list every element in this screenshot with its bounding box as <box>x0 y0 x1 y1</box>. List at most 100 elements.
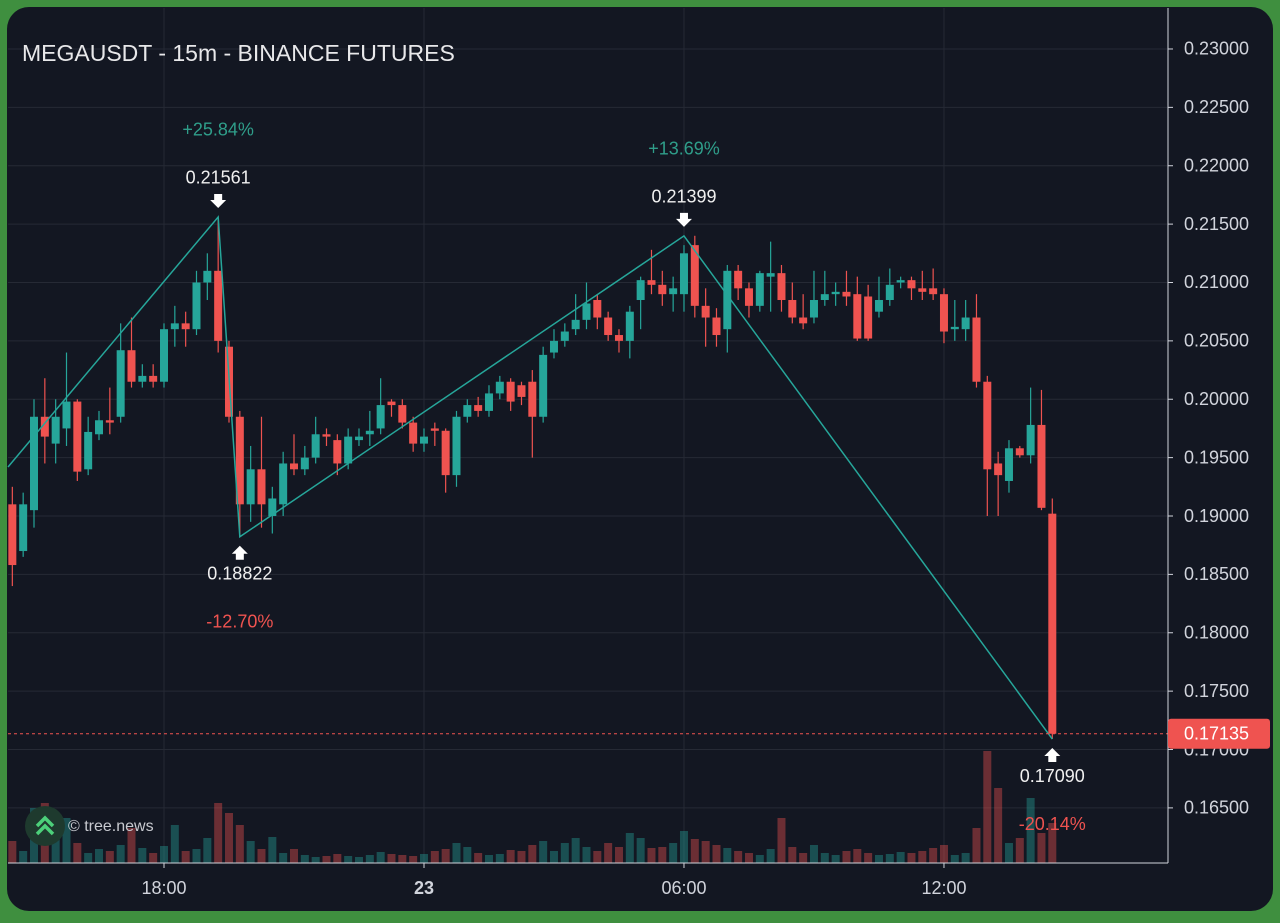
volume-bar <box>279 853 288 863</box>
volume-bar <box>950 855 959 863</box>
volume-bar <box>51 828 60 863</box>
candle-body <box>452 416 461 476</box>
candle-body <box>734 270 743 289</box>
volume-bar <box>1015 838 1024 863</box>
x-tick-label: 18:00 <box>141 878 186 898</box>
axes-layer: 0.165000.170000.175000.180000.185000.190… <box>141 39 1270 898</box>
y-tick-label: 0.20500 <box>1184 331 1249 351</box>
pivot-arrow <box>675 212 692 227</box>
candle-body <box>755 273 764 306</box>
candle-body <box>409 422 418 444</box>
candle-body <box>961 317 970 330</box>
chart-title: MEGAUSDT - 15m - BINANCE FUTURES <box>22 40 455 66</box>
volume-bar <box>203 838 212 863</box>
pivot-arrow <box>1044 748 1061 763</box>
y-tick-label: 0.22500 <box>1184 97 1249 117</box>
candle-body <box>19 504 28 552</box>
candle-body <box>712 317 721 336</box>
volume-bar <box>701 841 710 863</box>
candle-body <box>604 317 613 336</box>
volume-bar <box>929 848 938 863</box>
volume-layer <box>8 751 1057 863</box>
candle-body <box>582 303 591 320</box>
candle-body <box>322 434 331 437</box>
volume-bar <box>246 841 255 863</box>
candle-body <box>181 323 190 330</box>
candle-body <box>885 284 894 301</box>
pivot-arrow <box>210 193 227 208</box>
volume-bar <box>235 825 244 863</box>
candle-body <box>625 311 634 341</box>
candle-body <box>1037 424 1046 508</box>
candle-body <box>257 469 266 505</box>
candle-body <box>127 350 136 382</box>
y-tick-label: 0.21500 <box>1184 214 1249 234</box>
candle-body <box>896 280 905 283</box>
candle-body <box>354 436 363 441</box>
candle-body <box>744 288 753 306</box>
candle-body <box>994 463 1003 476</box>
candle-body <box>853 294 862 339</box>
volume-bar <box>755 855 764 863</box>
volume-bar <box>712 845 721 863</box>
x-tick-label: 12:00 <box>921 878 966 898</box>
candle-body <box>766 273 775 277</box>
volume-bar <box>192 849 201 863</box>
volume-bar <box>387 854 396 863</box>
candle-body <box>300 457 309 470</box>
candle-body <box>809 300 818 318</box>
candle-body <box>517 385 526 397</box>
volume-bar <box>614 847 623 863</box>
x-tick-label: 06:00 <box>661 878 706 898</box>
volume-bar <box>734 851 743 863</box>
y-tick-label: 0.23000 <box>1184 39 1249 59</box>
volume-bar <box>409 856 418 863</box>
candle-body <box>441 430 450 476</box>
volume-bar <box>344 856 353 863</box>
candle-body <box>593 300 602 318</box>
volume-bar <box>224 813 233 863</box>
volume-bar <box>777 818 786 863</box>
y-tick-label: 0.19500 <box>1184 447 1249 467</box>
candle-body <box>690 245 699 306</box>
candle-body <box>983 381 992 470</box>
volume-bar <box>582 847 591 863</box>
candle-body <box>192 282 201 330</box>
volume-bar <box>788 847 797 863</box>
volume-bar <box>105 851 114 863</box>
volume-bar <box>766 849 775 863</box>
candle-body <box>311 434 320 458</box>
volume-bar <box>918 851 927 863</box>
volume-bar <box>8 841 17 863</box>
candle-body <box>84 431 93 470</box>
candle-body <box>430 428 439 431</box>
volume-bar <box>517 851 526 863</box>
candle-body <box>679 253 688 295</box>
y-tick-label: 0.18500 <box>1184 564 1249 584</box>
volume-bar <box>896 852 905 863</box>
volume-bar <box>484 855 493 863</box>
candle-body <box>365 430 374 435</box>
volume-bar <box>593 851 602 863</box>
volume-bar <box>73 843 82 863</box>
candle-body <box>214 270 223 341</box>
volume-bar <box>528 845 537 863</box>
candle-body <box>1048 513 1057 734</box>
volume-bar <box>300 855 309 863</box>
pivot-change: +25.84% <box>182 120 254 140</box>
volume-bar <box>441 849 450 863</box>
volume-bar <box>506 850 515 863</box>
volume-bar <box>268 837 277 863</box>
candle-body <box>907 280 916 289</box>
volume-bar <box>625 833 634 863</box>
volume-bar <box>463 847 472 863</box>
candle-body <box>203 270 212 283</box>
volume-bar <box>669 843 678 863</box>
volume-bar <box>495 854 504 863</box>
volume-bar <box>983 751 992 863</box>
volume-bar <box>647 848 656 863</box>
candle-body <box>484 393 493 411</box>
candle-body <box>387 401 396 406</box>
volume-bar <box>744 853 753 863</box>
volume-bar <box>831 855 840 863</box>
